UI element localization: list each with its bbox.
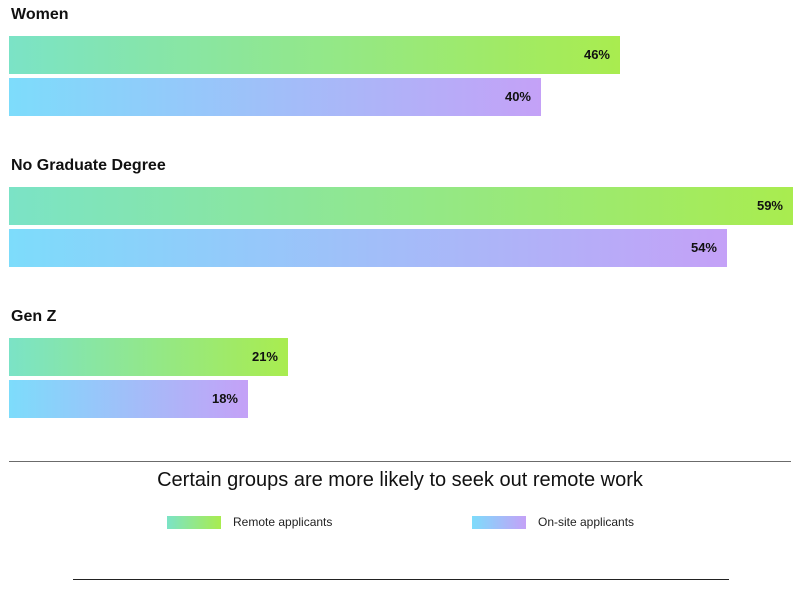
bar-women-onsite (9, 78, 541, 116)
bar-value-gen-z-remote: 21% (251, 349, 278, 364)
bar-gen-z-onsite (9, 380, 248, 418)
legend-label-remote: Remote applicants (233, 515, 333, 529)
category-label-gen-z: Gen Z (11, 308, 57, 325)
legend-swatch-remote (167, 515, 221, 529)
bar-value-gen-z-onsite: 18% (211, 391, 238, 406)
bar-no-graduate-degree-onsite (9, 229, 727, 267)
legend-swatch-onsite (472, 515, 526, 529)
category-label-no-graduate-degree: No Graduate Degree (11, 157, 166, 174)
chart-title: Certain groups are more likely to seek o… (157, 469, 643, 491)
legend-item-remote: Remote applicants (167, 513, 332, 531)
bar-gen-z-remote (9, 338, 288, 376)
bar-women-remote (9, 36, 620, 74)
legend-item-onsite: On-site applicants (472, 513, 634, 531)
bar-value-no-graduate-degree-onsite: 54% (690, 240, 717, 255)
bar-value-women-remote: 46% (583, 47, 610, 62)
bar-chart: Women 46% 40% No Graduate Degree 59% 54% Gen Z… (9, 6, 793, 418)
legend-label-onsite: On-site applicants (538, 515, 635, 529)
bar-value-women-onsite: 40% (504, 89, 531, 104)
bar-no-graduate-degree-remote (9, 187, 793, 225)
category-label-women: Women (11, 6, 69, 23)
bottom-rule (73, 579, 729, 580)
bar-value-no-graduate-degree-remote: 59% (756, 198, 783, 213)
chart-divider (9, 461, 791, 462)
